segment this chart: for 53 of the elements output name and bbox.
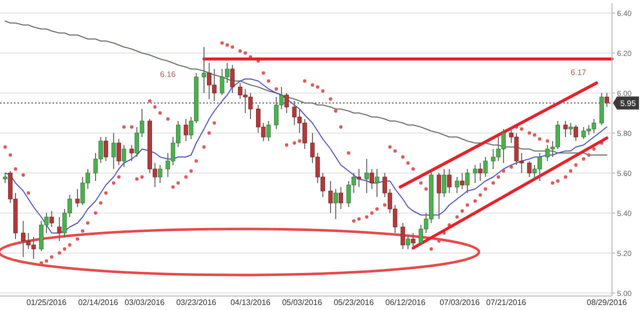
candlestick (75, 188, 80, 208)
candlestick (370, 168, 374, 190)
x-tick-label: 04/13/2016 (230, 298, 272, 307)
candlestick (563, 120, 568, 138)
candlestick (483, 156, 488, 178)
candlestick (527, 160, 532, 178)
candlestick (49, 210, 54, 228)
x-tick-label: 07/03/2016 (440, 298, 480, 307)
x-tick-label: 05/23/2016 (334, 298, 374, 307)
candlestick (338, 186, 344, 210)
candlestick (460, 172, 464, 190)
x-tick-label: 03/03/2016 (124, 298, 166, 307)
x-tick-label: 02/14/2016 (78, 298, 119, 307)
candlestick (454, 176, 460, 194)
candlestick (230, 64, 235, 94)
candlestick (184, 118, 188, 142)
candlestick (374, 168, 380, 198)
candlestick (116, 138, 121, 166)
candlestick (568, 122, 573, 136)
candlestick (111, 132, 116, 170)
x-tick-label: 07/21/2016 (486, 298, 527, 307)
candlestick (478, 162, 482, 182)
x-tick-label: 08/29/2016 (586, 298, 628, 307)
candlestick (400, 222, 406, 250)
candlestick (328, 180, 333, 214)
candlestick (574, 124, 578, 142)
candlestick (284, 92, 289, 114)
candlestick (57, 216, 62, 242)
candlestick (122, 144, 126, 168)
candlestick (364, 158, 369, 194)
annotation: 6.16 (160, 70, 176, 79)
candlestick (130, 144, 134, 162)
x-tick-label: 03/23/2016 (176, 298, 217, 307)
candlestick (158, 164, 162, 184)
candlestick (202, 46, 206, 94)
candlestick (436, 172, 442, 220)
candlestick (334, 188, 338, 220)
candlestick (472, 164, 478, 184)
candlestick (2, 172, 8, 184)
candlestick (406, 234, 410, 250)
x-tick-label: 06/12/2016 (385, 298, 426, 307)
candlestick (266, 120, 271, 142)
x-tick-label: 01/25/2016 (26, 298, 68, 307)
candlestick (442, 168, 446, 198)
ref-line-label: 5.95 (620, 99, 636, 108)
annotation: 6.17 (570, 68, 587, 77)
candlestick (465, 168, 470, 194)
candlestick (104, 136, 108, 162)
candlestick (604, 92, 610, 108)
candlestick (356, 168, 362, 188)
candlestick (447, 168, 452, 194)
candlestick (410, 232, 416, 250)
x-tick-label: 05/03/2016 (282, 298, 323, 307)
